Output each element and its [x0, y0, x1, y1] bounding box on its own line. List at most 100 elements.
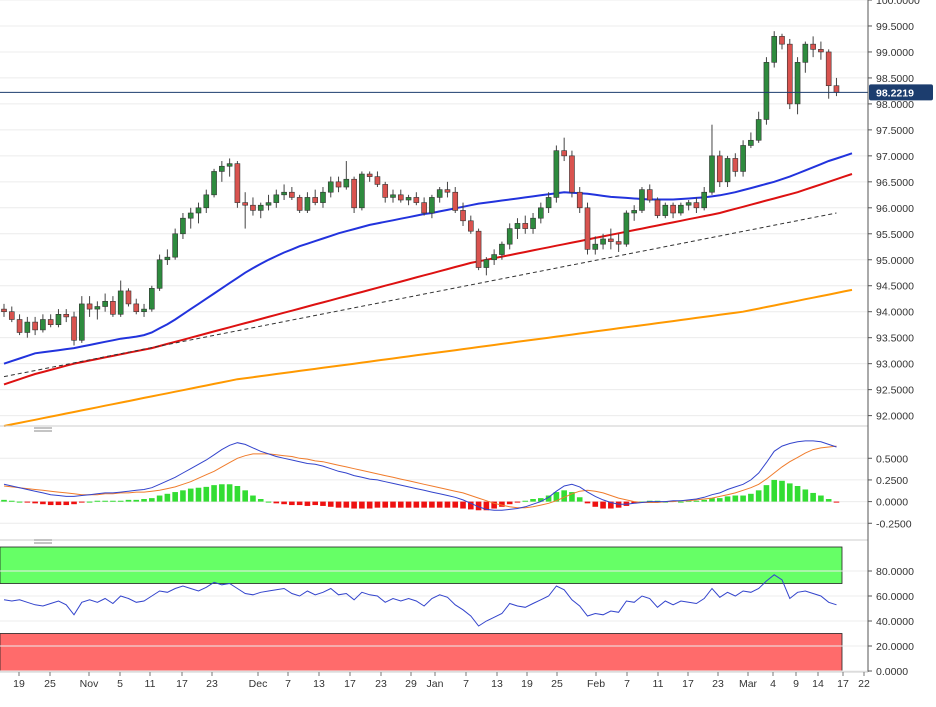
price-y-tick-label: 96.5000	[876, 177, 914, 189]
candle-body	[786, 43, 793, 105]
candle-body	[226, 163, 233, 167]
macd-histogram-bar	[273, 501, 280, 504]
candle	[343, 161, 350, 190]
candle	[810, 36, 816, 58]
candle	[327, 176, 334, 198]
candle-body	[716, 155, 723, 183]
candle	[755, 111, 762, 143]
macd-histogram-bar	[600, 501, 606, 509]
candle-body	[71, 316, 77, 341]
candle-body	[678, 204, 684, 214]
macd-histogram-bar	[397, 501, 404, 508]
candle	[374, 171, 381, 188]
candle-body	[506, 228, 513, 245]
candle-body	[219, 165, 225, 172]
candle-body	[576, 191, 583, 209]
candle	[763, 57, 770, 125]
candle-body	[561, 150, 567, 157]
candle-body	[491, 254, 497, 261]
overbought-zone	[0, 546, 843, 584]
macd-histogram-bar	[569, 492, 575, 502]
candle-body	[273, 194, 280, 203]
macd-histogram-bar	[226, 484, 233, 502]
pane-resize-handle-1[interactable]	[34, 427, 52, 433]
price-y-tick-label: 99.0000	[876, 47, 914, 59]
candle-body	[374, 176, 381, 185]
candle-body	[32, 321, 38, 331]
candle	[436, 187, 443, 203]
candlesticks	[1, 31, 840, 346]
candle-body	[569, 155, 575, 193]
macd-histogram-bar	[810, 492, 816, 502]
candle	[818, 41, 824, 60]
x-tick-label: 19	[521, 678, 533, 690]
candle-body	[693, 202, 700, 209]
macd-histogram-bar	[335, 501, 342, 508]
candle-body	[141, 308, 147, 313]
candle-body	[397, 194, 404, 201]
candle-body	[405, 197, 412, 201]
candle	[584, 202, 591, 255]
candle	[47, 314, 54, 328]
candle-body	[592, 243, 599, 250]
candle-body	[195, 207, 202, 214]
candle-body	[40, 319, 46, 331]
candle-body	[413, 197, 420, 203]
candle-body	[600, 238, 606, 245]
macd-histogram-bar	[47, 501, 54, 506]
candle	[71, 311, 77, 346]
price-y-tick-label: 99.5000	[876, 21, 914, 33]
candle-body	[335, 181, 342, 188]
macd-histogram	[1, 479, 840, 511]
moving-average-3	[3, 288, 853, 427]
trendline	[3, 212, 837, 378]
rsi-y-tick-label: 0.0000	[876, 666, 908, 678]
candle-body	[771, 36, 778, 63]
macd-histogram-bar	[436, 501, 443, 508]
candle	[413, 192, 420, 206]
candle	[576, 187, 583, 213]
candle-body	[530, 217, 536, 229]
macd-histogram-bar	[24, 501, 31, 503]
candle-body	[802, 43, 809, 63]
x-tick-label: 7	[463, 678, 469, 690]
candle	[79, 296, 85, 343]
macd-histogram-bar	[818, 495, 824, 502]
x-tick-label: 23	[206, 678, 218, 690]
candle	[382, 181, 389, 203]
candle-body	[608, 238, 614, 242]
macd-histogram-bar	[530, 499, 536, 502]
macd-histogram-bar	[491, 501, 497, 509]
candle	[141, 303, 147, 317]
price-y-tick-label: 94.5000	[876, 281, 914, 293]
macd-histogram-bar	[709, 498, 715, 502]
macd-histogram-bar	[460, 501, 466, 509]
candle-body	[452, 191, 459, 211]
rsi-y-tick-label: 60.0000	[876, 591, 914, 603]
candle-body	[444, 189, 451, 193]
pane-resize-handle-2[interactable]	[34, 539, 52, 545]
candle-body	[748, 139, 754, 146]
macd-histogram-bar	[421, 501, 427, 508]
macd-histogram-bar	[172, 492, 178, 502]
candle-body	[436, 189, 443, 198]
price-y-tick-label: 97.0000	[876, 151, 914, 163]
x-tick-label: 17	[682, 678, 694, 690]
candle	[600, 233, 606, 250]
candle	[390, 189, 396, 203]
macd-histogram-bar	[506, 501, 513, 505]
price-y-tick-label: 93.5000	[876, 333, 914, 345]
x-tick-label: 7	[285, 678, 291, 690]
x-tick-label: 17	[176, 678, 188, 690]
candle-body	[265, 202, 272, 206]
candle-body	[172, 233, 178, 258]
candle	[802, 41, 809, 73]
macd-histogram-bar	[86, 501, 93, 503]
candle-body	[86, 303, 93, 310]
macd-histogram-bar	[748, 493, 754, 502]
x-tick-label: 23	[712, 678, 724, 690]
candle	[265, 194, 272, 211]
candle	[444, 181, 451, 198]
macd-histogram-bar	[755, 490, 762, 502]
x-tick-label: Dec	[249, 678, 268, 690]
